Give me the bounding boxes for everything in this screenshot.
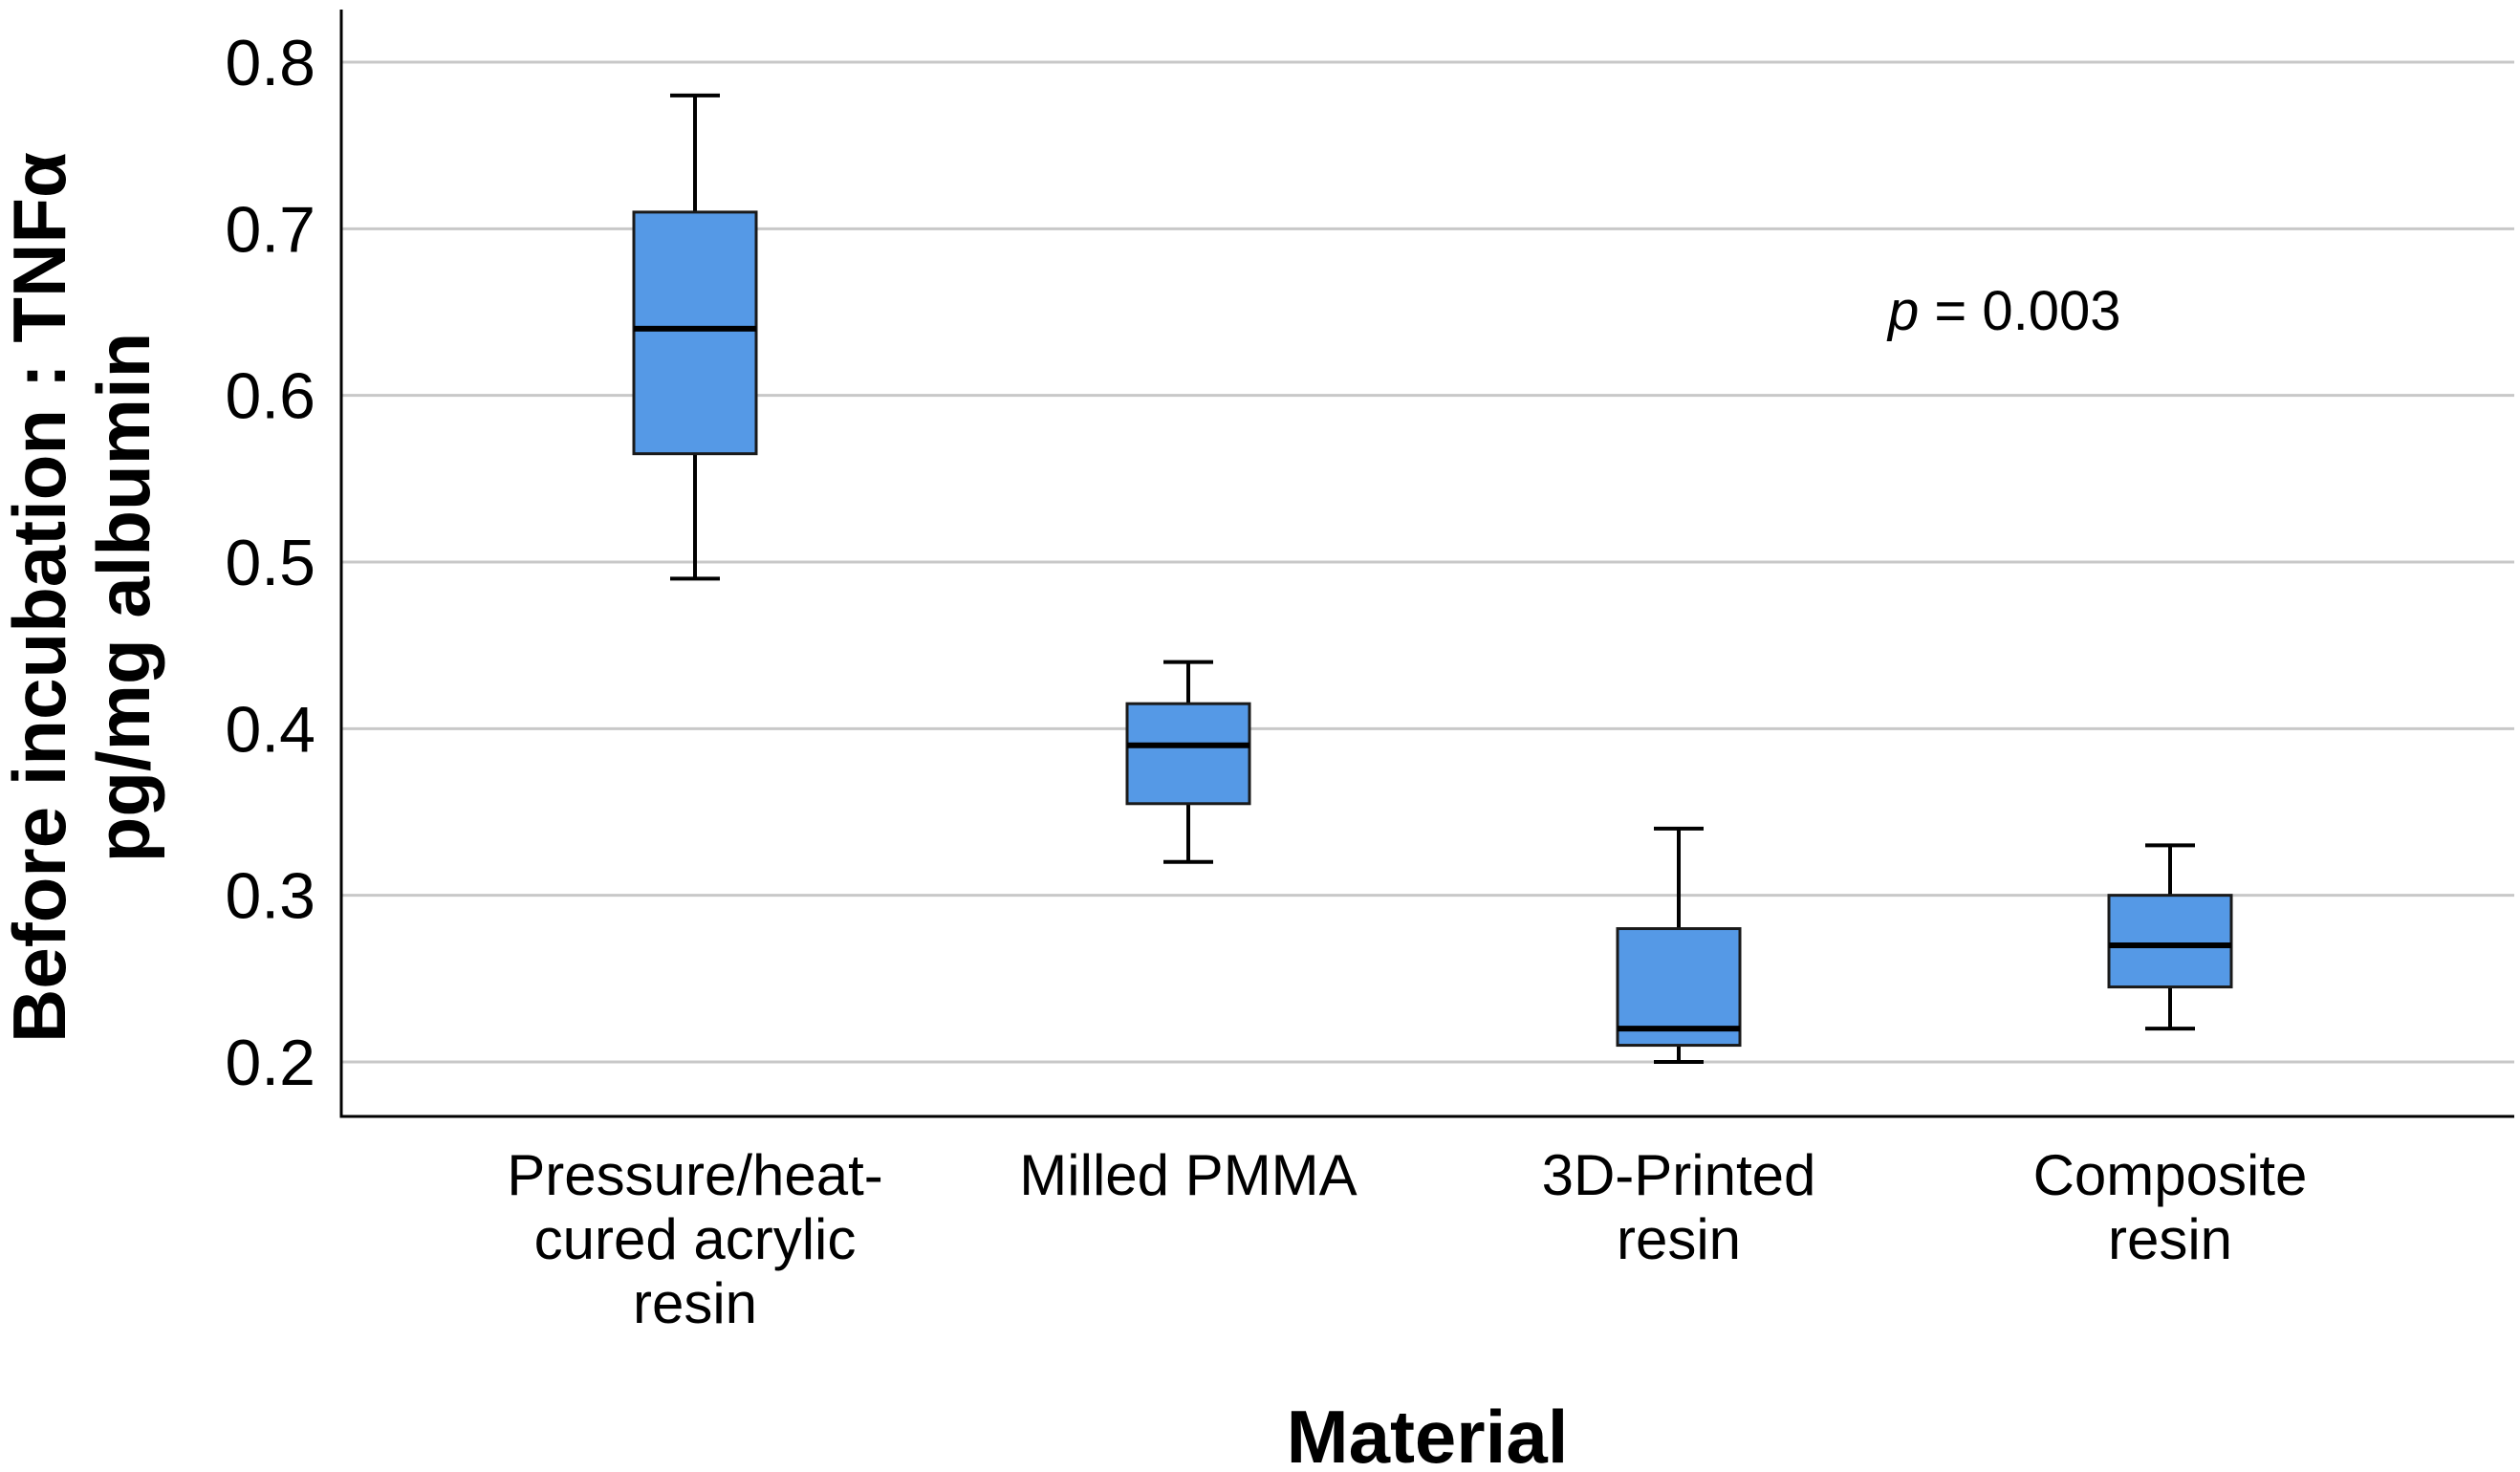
x-axis-title: Material bbox=[1287, 1395, 1569, 1472]
x-category-label-line: resin bbox=[1617, 1207, 1741, 1271]
iqr-box bbox=[2107, 894, 2233, 989]
y-axis-title-line-1: Before incubation : TNFα bbox=[0, 152, 81, 1043]
y-axis-title-line-2: pg/mg albumin bbox=[81, 333, 165, 863]
iqr-box bbox=[632, 210, 758, 456]
p-value-text: = 0.003 bbox=[1919, 280, 2120, 342]
x-category-label-line: Milled PMMA bbox=[1019, 1143, 1357, 1207]
x-category-label: Milled PMMA bbox=[1019, 1143, 1357, 1207]
x-category-label-line: Composite bbox=[2033, 1143, 2308, 1207]
y-tick-label: 0.5 bbox=[225, 527, 315, 599]
x-category-label-line: 3D-Printed bbox=[1542, 1143, 1816, 1207]
box-group bbox=[2107, 843, 2233, 1031]
p-value-annotation: p = 0.003 bbox=[1886, 280, 2121, 342]
x-category-label-line: Pressure/heat- bbox=[507, 1143, 883, 1207]
y-tick-label: 0.7 bbox=[225, 193, 315, 266]
y-tick-label: 0.6 bbox=[225, 360, 315, 433]
y-tick-label: 0.8 bbox=[225, 27, 315, 99]
plot-frame bbox=[339, 10, 2514, 1118]
y-axis-title: Before incubation : TNFα pg/mg albumin bbox=[0, 152, 165, 1043]
y-tick-labels: 0.2 0.3 0.4 0.5 0.6 0.7 0.8 bbox=[225, 27, 315, 1099]
box-group bbox=[632, 93, 758, 581]
x-category-label-line: resin bbox=[2108, 1207, 2232, 1271]
y-tick-label: 0.3 bbox=[225, 860, 315, 933]
x-category-label: 3D-Printed resin bbox=[1542, 1143, 1816, 1271]
y-tick-label: 0.4 bbox=[225, 693, 315, 766]
box-group bbox=[1616, 826, 1742, 1064]
p-symbol: p bbox=[1886, 280, 1919, 342]
y-tick-label: 0.2 bbox=[225, 1027, 315, 1099]
x-category-label: Pressure/heat-cured acrylic resin bbox=[507, 1143, 883, 1335]
x-category-label: Composite resin bbox=[2033, 1143, 2308, 1271]
box-group bbox=[1125, 660, 1251, 864]
x-category-label-line: resin bbox=[633, 1271, 757, 1335]
box-series bbox=[632, 93, 2233, 1064]
iqr-box bbox=[1125, 702, 1251, 806]
x-category-label-line: cured acrylic bbox=[534, 1207, 857, 1271]
axes bbox=[339, 10, 2514, 1118]
